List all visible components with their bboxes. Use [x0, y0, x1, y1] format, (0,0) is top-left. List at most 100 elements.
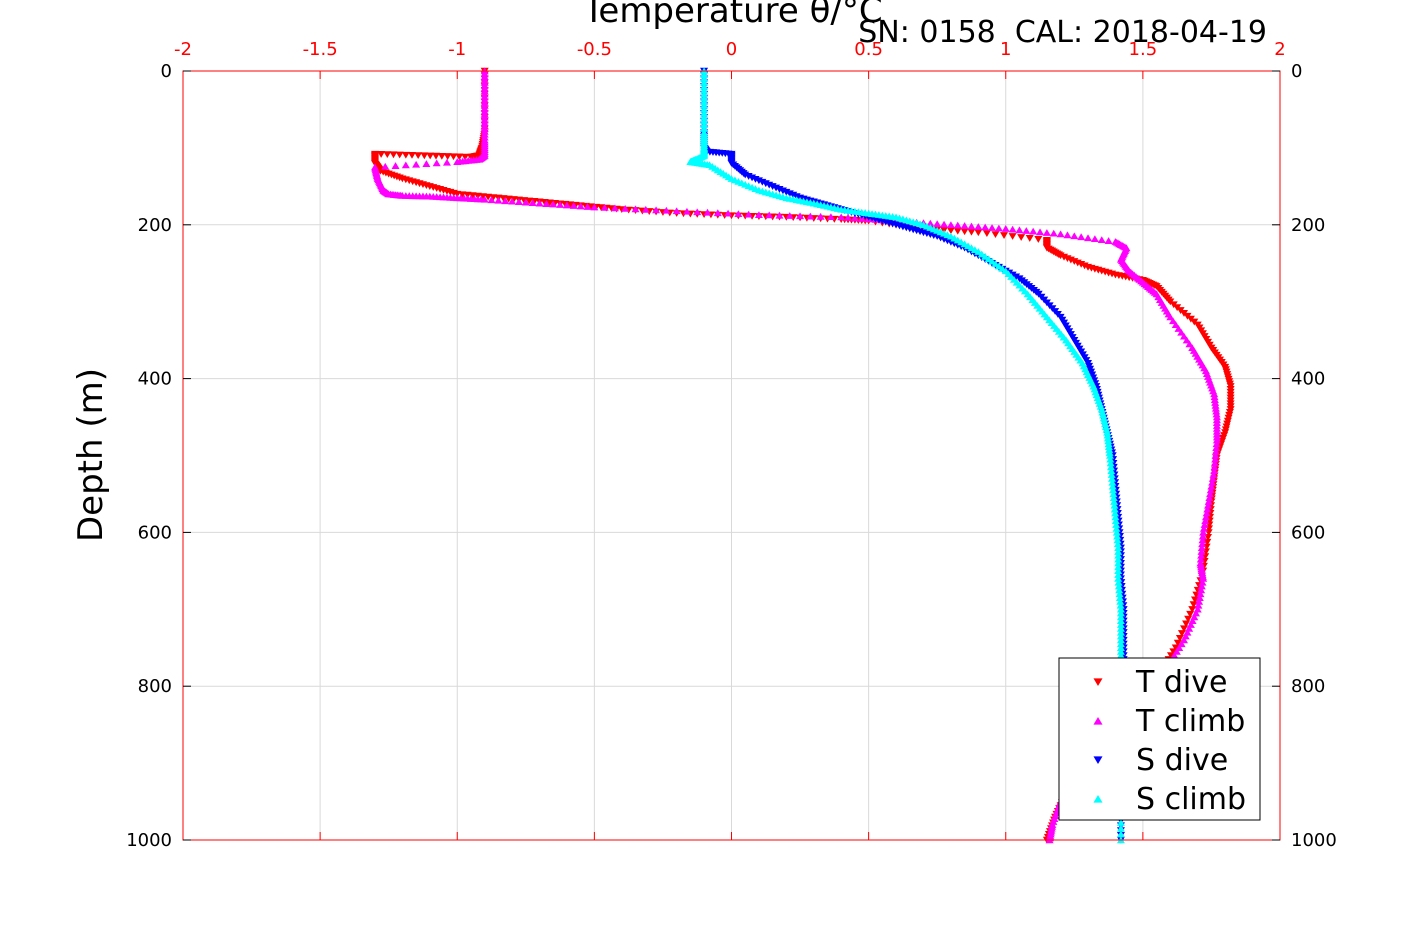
data-point-t-climb: [775, 211, 784, 219]
data-point-t-climb: [1008, 225, 1017, 233]
data-point-t-climb: [1210, 396, 1219, 403]
data-point-s-climb: [1114, 574, 1123, 582]
data-point-s-climb: [700, 125, 709, 132]
data-point-t-climb: [1196, 590, 1205, 598]
data-point-s-climb: [1101, 420, 1110, 427]
data-point-s-climb: [1116, 628, 1125, 636]
data-point-t-climb: [672, 207, 681, 215]
data-point-t-climb: [610, 204, 619, 212]
data-point-s-climb: [1114, 544, 1123, 551]
data-point-t-climb: [693, 208, 702, 216]
data-point-s-climb: [700, 90, 709, 98]
data-point-t-climb: [713, 209, 722, 217]
data-point-s-climb: [1110, 498, 1119, 505]
data-point-t-climb: [1090, 235, 1099, 243]
instrument-caption: SN: 0158 CAL: 2018-04-19: [858, 15, 1267, 50]
data-point-t-climb: [981, 223, 990, 231]
data-point-t-climb: [806, 212, 815, 220]
y-tick-label-right: 0: [1291, 61, 1302, 82]
data-point-t-climb: [556, 201, 565, 208]
data-point-s-climb: [700, 113, 709, 121]
data-point-s-climb: [1116, 636, 1125, 644]
x-tick-label: -1.5: [303, 39, 338, 60]
data-point-t-climb: [1201, 517, 1210, 525]
data-point-s-climb: [1111, 517, 1120, 525]
data-point-t-climb: [1203, 505, 1212, 513]
data-point-t-climb: [1169, 317, 1178, 325]
data-point-t-climb: [1197, 544, 1206, 551]
data-point-s-climb: [1114, 563, 1123, 571]
data-point-t-climb: [1201, 513, 1210, 521]
data-point-t-climb: [1212, 444, 1221, 452]
data-point-t-dive: [982, 230, 991, 238]
data-point-s-climb: [1116, 617, 1125, 625]
y-tick-label-right: 200: [1291, 215, 1325, 236]
data-point-t-climb: [590, 203, 599, 211]
data-point-t-dive: [1017, 234, 1026, 241]
data-point-s-climb: [1112, 528, 1121, 536]
data-point-t-climb: [1022, 227, 1031, 234]
y-tick-label-left: 400: [138, 369, 172, 390]
data-point-s-climb: [1105, 451, 1114, 459]
data-point-t-climb: [401, 161, 410, 169]
data-point-s-climb: [700, 75, 709, 82]
data-point-t-climb: [1198, 540, 1207, 548]
data-point-t-climb: [1194, 601, 1203, 609]
x-tick-label: -1: [448, 39, 466, 60]
data-point-s-climb: [1110, 501, 1119, 509]
data-point-t-climb: [652, 206, 661, 214]
data-point-t-dive: [1190, 596, 1199, 604]
data-point-t-climb: [514, 198, 523, 206]
data-point-t-dive: [1034, 236, 1043, 243]
data-point-t-dive: [1175, 634, 1184, 642]
data-point-t-climb: [1199, 524, 1208, 532]
data-point-t-dive: [1166, 652, 1175, 660]
data-point-s-climb: [1116, 651, 1125, 659]
data-point-t-climb: [953, 221, 962, 229]
data-point-t-climb: [621, 204, 630, 212]
data-point-t-climb: [1077, 233, 1086, 241]
data-point-t-climb: [988, 224, 997, 231]
data-point-t-climb: [967, 222, 976, 230]
data-point-s-climb: [1111, 509, 1120, 517]
data-point-t-climb: [796, 212, 805, 220]
data-point-t-climb: [1198, 578, 1207, 586]
data-point-t-dive: [395, 151, 404, 159]
data-point-s-climb: [1103, 431, 1112, 439]
data-point-t-climb: [1197, 586, 1206, 594]
data-point-t-climb: [960, 222, 969, 229]
data-point-s-climb: [700, 71, 709, 79]
data-point-t-climb: [662, 206, 671, 214]
data-point-s-climb: [1098, 408, 1107, 416]
data-point-t-dive: [1186, 610, 1195, 618]
data-point-t-climb: [542, 200, 551, 207]
data-point-s-climb: [700, 86, 709, 94]
data-point-t-dive: [1188, 606, 1197, 613]
data-point-t-climb: [528, 199, 537, 206]
data-point-t-climb: [1200, 521, 1209, 528]
data-point-t-climb: [1210, 463, 1219, 471]
data-point-t-dive: [1192, 591, 1201, 599]
data-point-t-climb: [826, 213, 835, 221]
y-tick-label-right: 800: [1291, 676, 1325, 697]
data-point-t-dive: [383, 151, 392, 159]
data-point-t-climb: [422, 160, 431, 167]
data-point-s-climb: [1114, 548, 1123, 555]
data-point-t-climb: [703, 208, 712, 216]
data-point-t-climb: [1207, 482, 1216, 490]
data-point-t-climb: [381, 162, 390, 170]
x-tick-label: 1.5: [1129, 39, 1158, 60]
data-point-t-climb: [1198, 532, 1207, 540]
data-point-s-climb: [700, 105, 709, 113]
data-point-s-climb: [1107, 471, 1116, 478]
y-tick-label-right: 400: [1291, 369, 1325, 390]
data-point-t-climb: [1202, 509, 1211, 517]
data-point-t-dive: [960, 228, 969, 236]
x-tick-label: 1: [1000, 39, 1011, 60]
data-point-s-climb: [1115, 590, 1124, 598]
data-point-t-climb: [744, 210, 753, 218]
data-point-t-dive: [377, 151, 386, 158]
data-point-t-climb: [1208, 474, 1217, 482]
data-point-t-climb: [1042, 229, 1051, 236]
